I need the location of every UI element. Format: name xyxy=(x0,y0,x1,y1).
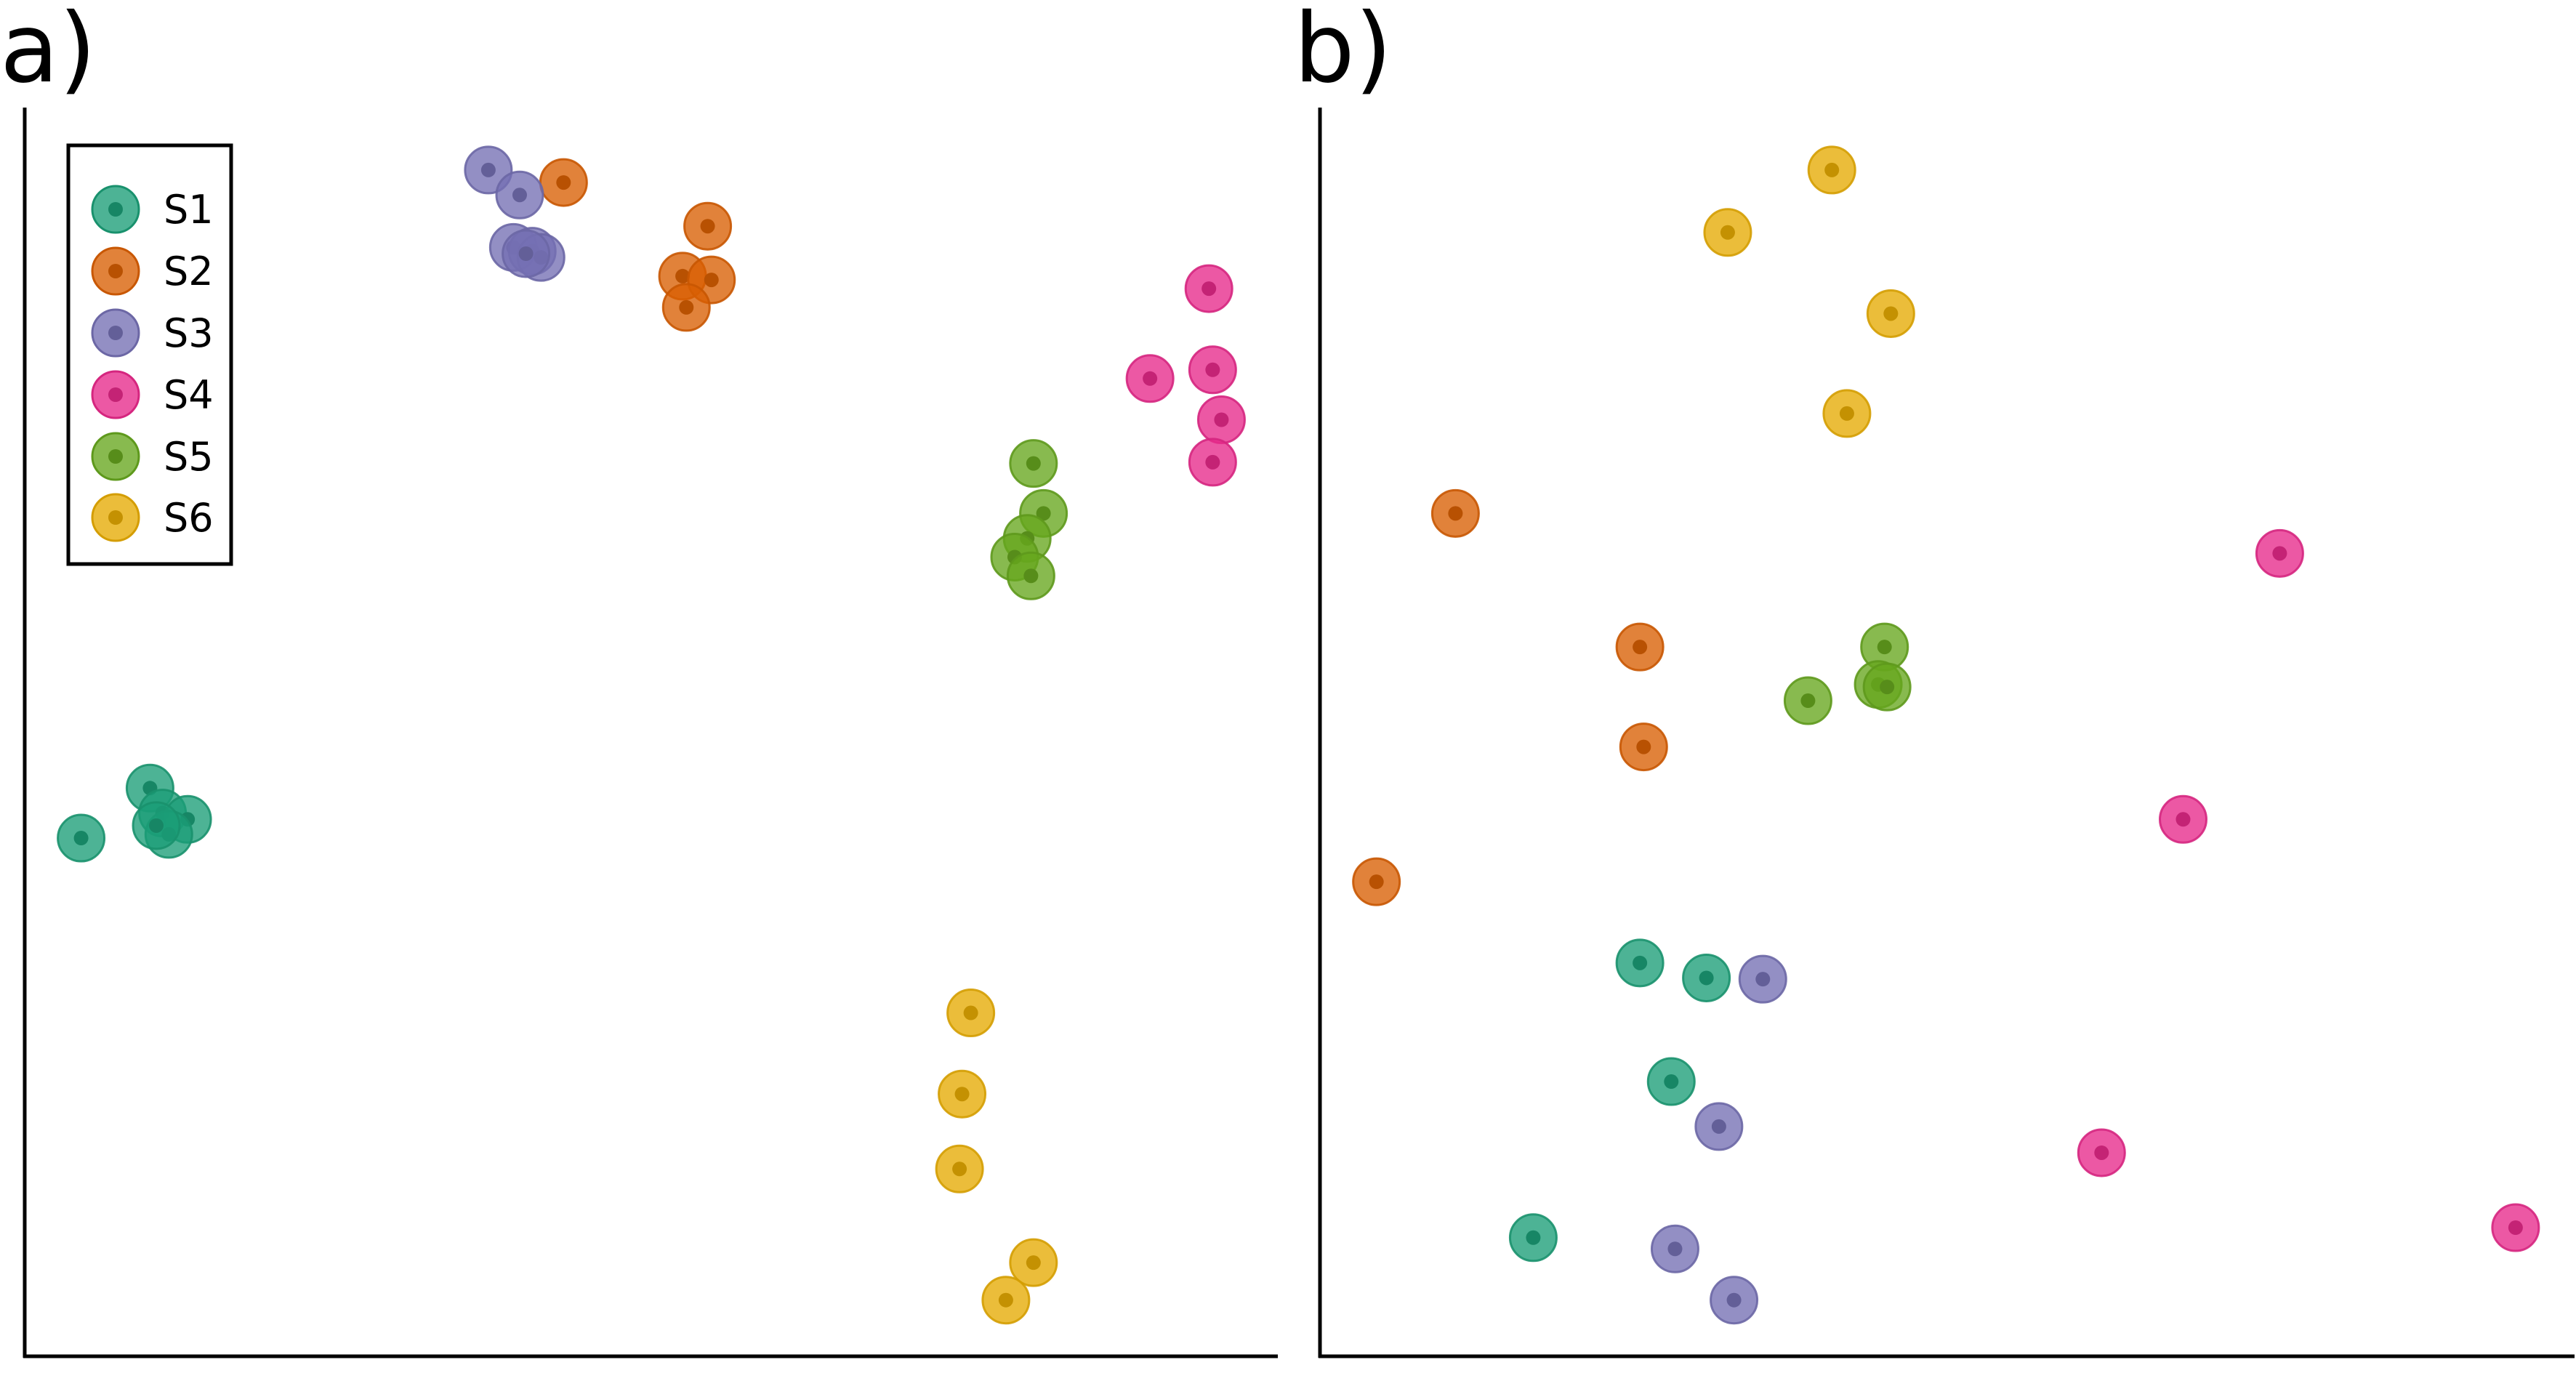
legend-label-s6: S6 xyxy=(164,495,214,541)
panel-b-point-center-s3-1 xyxy=(1755,972,1771,987)
panel-a-point-center-s4-1 xyxy=(1202,281,1217,297)
legend-entry-s3: S3 xyxy=(91,308,214,358)
panel-a-point-center-s2-5 xyxy=(679,299,694,315)
panel-a-point-center-s5-1 xyxy=(1026,456,1041,471)
panel-b-point-center-s4-1 xyxy=(2272,546,2287,561)
legend-entry-s1: S1 xyxy=(91,185,214,234)
panel-b-point-center-s1-1 xyxy=(1633,955,1648,970)
panel-b-point-center-s5-2 xyxy=(1800,693,1816,709)
panel-b-point-center-s4-2 xyxy=(2175,812,2191,827)
panel-a-point-center-s2-3 xyxy=(675,268,691,283)
panel-b-point-center-s4-4 xyxy=(2508,1220,2523,1236)
panel-a-point-center-s2-4 xyxy=(704,273,719,288)
panel-b-point-center-s2-4 xyxy=(1369,874,1384,890)
panel-b-points xyxy=(1352,145,2540,1325)
panel-a-point-center-s2-2 xyxy=(700,219,715,234)
panel-a-point-center-s5-2 xyxy=(1036,506,1051,521)
panel-b-point-center-s6-3 xyxy=(1883,306,1899,321)
panel-b-point-center-s3-2 xyxy=(1711,1119,1726,1134)
panel-b-point-center-s6-1 xyxy=(1824,162,1840,177)
legend-entry-s5: S5 xyxy=(91,432,214,481)
panel-a-point-center-s5-5 xyxy=(1023,568,1039,584)
panel-a-point-center-s1-1 xyxy=(73,831,89,846)
panel-b-point-center-s3-3 xyxy=(1667,1241,1683,1257)
panel-b-point-center-s2-2 xyxy=(1633,640,1648,655)
panel-b-point-center-s5-4 xyxy=(1880,680,1895,695)
legend-marker-dot-s3 xyxy=(108,326,123,340)
legend-marker-dot-s5 xyxy=(108,449,123,464)
legend: S1 S2 S3 S4 S5 xyxy=(66,143,233,566)
panel-a-point-center-s4-4 xyxy=(1214,412,1229,427)
panel-b-label: b) xyxy=(1294,0,1392,105)
panel-b-point-center-s6-4 xyxy=(1839,406,1854,421)
panel-a-point-center-s3-2 xyxy=(512,188,527,203)
panel-a-point-center-s4-2 xyxy=(1205,362,1220,377)
legend-entry-s4: S4 xyxy=(91,370,214,419)
panel-b-point-center-s3-4 xyxy=(1726,1292,1742,1308)
panel-a-point-center-s3-6 xyxy=(518,246,534,262)
panel-b-point-center-s4-3 xyxy=(2094,1145,2109,1160)
legend-marker-dot-s4 xyxy=(108,387,123,402)
panel-a-point-center-s1-6 xyxy=(149,818,164,833)
legend-entry-s2: S2 xyxy=(91,246,214,296)
legend-label-s4: S4 xyxy=(164,372,214,418)
legend-label-s3: S3 xyxy=(164,310,214,356)
legend-label-s1: S1 xyxy=(164,187,214,233)
panel-b-point-center-s5-1 xyxy=(1877,640,1892,655)
panel-a-point-center-s2-1 xyxy=(556,175,571,190)
panel-a-scatter: a) S1 S2 S3 S4 xyxy=(0,0,1278,1358)
legend-label-s2: S2 xyxy=(164,249,214,294)
panel-b-point-center-s1-3 xyxy=(1664,1074,1679,1090)
panel-b-point-center-s2-3 xyxy=(1636,739,1651,754)
panel-a-point-center-s6-4 xyxy=(1026,1255,1041,1271)
panel-a-point-center-s6-2 xyxy=(954,1087,970,1102)
panel-a-points xyxy=(57,145,1246,1325)
panel-a-point-center-s4-5 xyxy=(1205,454,1220,470)
legend-entry-s6: S6 xyxy=(91,493,214,542)
legend-marker-dot-s2 xyxy=(108,264,123,278)
panel-b-point-center-s2-1 xyxy=(1448,506,1463,521)
panel-b-point-center-s1-4 xyxy=(1526,1230,1541,1245)
panel-b-scatter: b) xyxy=(1294,0,2575,1358)
panel-a-point-center-s4-3 xyxy=(1143,371,1158,386)
panel-a-point-center-s3-1 xyxy=(480,162,496,177)
panel-a-point-center-s6-3 xyxy=(952,1161,967,1177)
panel-a-point-center-s6-1 xyxy=(963,1005,978,1020)
legend-marker-dot-s6 xyxy=(108,510,123,525)
legend-marker-dot-s1 xyxy=(108,202,123,217)
legend-label-s5: S5 xyxy=(164,434,214,480)
panel-b-point-center-s1-2 xyxy=(1699,970,1714,986)
panel-a-label: a) xyxy=(0,0,96,105)
panel-b-point-center-s6-2 xyxy=(1720,225,1735,240)
panel-a-point-center-s6-5 xyxy=(998,1292,1013,1308)
